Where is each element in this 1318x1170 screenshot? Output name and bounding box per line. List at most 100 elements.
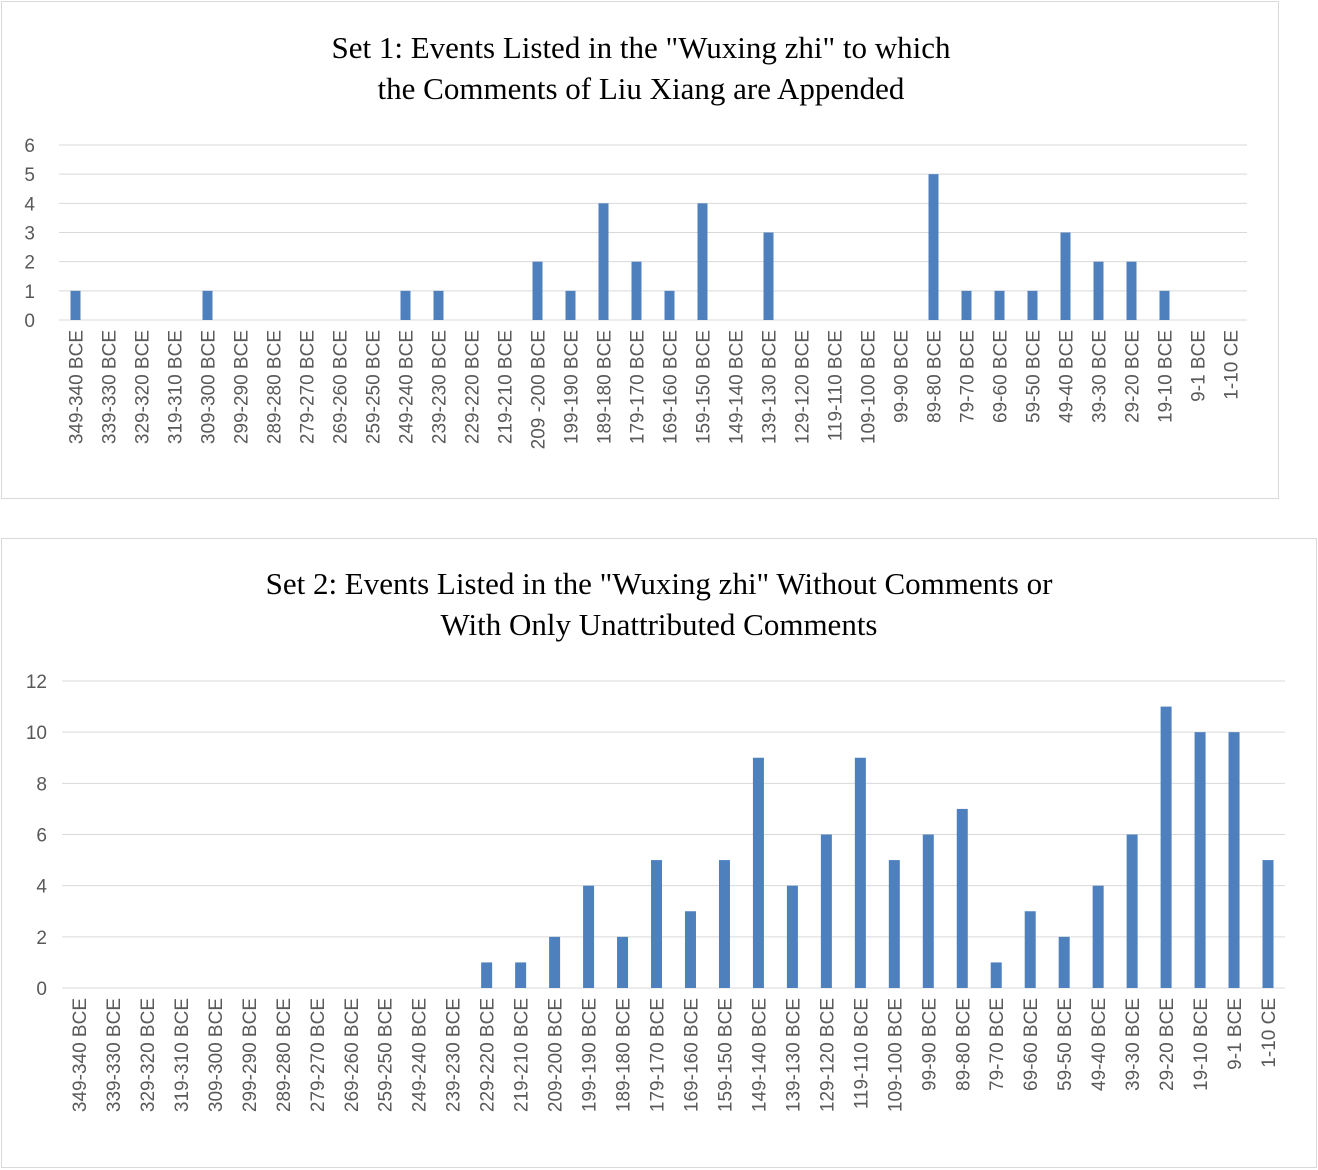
x-tick-label: 199-190 BCE bbox=[562, 330, 583, 444]
y-tick-label: 1 bbox=[24, 282, 35, 303]
bar bbox=[820, 834, 832, 988]
x-tick-label: 119-110 BCE bbox=[826, 330, 847, 441]
chart-set-2: Set 2: Events Listed in the "Wuxing zhi"… bbox=[1, 538, 1317, 1168]
x-tick-label: 289-280 BCE bbox=[265, 330, 286, 444]
bar bbox=[684, 911, 696, 988]
x-tick-label: 219-210 BCE bbox=[496, 330, 517, 444]
chart-title-line: Set 1: Events Listed in the "Wuxing zhi"… bbox=[331, 30, 951, 65]
y-tick-label: 2 bbox=[36, 928, 47, 949]
x-tick-label: 239-230 BCE bbox=[444, 998, 465, 1112]
x-tick-label: 269-260 BCE bbox=[342, 998, 363, 1112]
x-tick-label: 199-190 BCE bbox=[580, 998, 601, 1112]
x-tick-label: 99-90 BCE bbox=[919, 998, 940, 1091]
x-tick-label: 159-150 BCE bbox=[694, 330, 715, 444]
bar bbox=[1024, 911, 1036, 988]
x-tick-label: 209-200 BCE bbox=[546, 998, 567, 1112]
x-tick-label: 349-340 BCE bbox=[70, 998, 91, 1112]
x-tick-label: 109-100 BCE bbox=[859, 330, 880, 444]
bar bbox=[433, 290, 444, 320]
x-tick-label: 129-120 BCE bbox=[817, 998, 838, 1112]
y-tick-label: 0 bbox=[36, 979, 47, 1000]
x-tick-label: 49-40 BCE bbox=[1057, 330, 1078, 423]
x-tick-label: 99-90 BCE bbox=[892, 330, 913, 423]
x-tick-label: 139-130 BCE bbox=[760, 330, 781, 444]
x-tick-label: 329-320 BCE bbox=[133, 330, 154, 444]
x-tick-label: 249-240 BCE bbox=[397, 330, 418, 444]
bar bbox=[664, 290, 675, 320]
x-tick-label: 319-310 BCE bbox=[172, 998, 193, 1112]
bar bbox=[922, 834, 934, 988]
y-tick-label: 0 bbox=[24, 311, 35, 332]
bar bbox=[515, 962, 527, 988]
x-tick-label: 229-220 BCE bbox=[478, 998, 499, 1112]
x-tick-label: 309-300 BCE bbox=[199, 330, 220, 444]
bar bbox=[583, 885, 595, 988]
bar bbox=[752, 757, 764, 988]
x-tick-label: 149-140 BCE bbox=[727, 330, 748, 444]
bar bbox=[697, 203, 708, 320]
y-tick-label: 10 bbox=[26, 723, 47, 744]
x-tick-label: 39-30 BCE bbox=[1123, 998, 1144, 1091]
bar bbox=[549, 936, 561, 988]
x-tick-label: 69-60 BCE bbox=[1021, 998, 1042, 1091]
x-tick-label: 59-50 BCE bbox=[1024, 330, 1045, 423]
x-tick-label: 249-240 BCE bbox=[410, 998, 431, 1112]
chart-title-line: the Comments of Liu Xiang are Appended bbox=[378, 71, 905, 106]
x-tick-label: 29-20 BCE bbox=[1123, 330, 1144, 423]
bar bbox=[990, 962, 1002, 988]
bar bbox=[1262, 860, 1274, 988]
x-tick-label: 79-70 BCE bbox=[987, 998, 1008, 1091]
bar bbox=[1058, 936, 1070, 988]
y-tick-label: 8 bbox=[36, 774, 47, 795]
x-tick-label: 229-220 BCE bbox=[463, 330, 484, 444]
x-tick-label: 189-180 BCE bbox=[595, 330, 616, 444]
x-tick-label: 279-270 BCE bbox=[298, 330, 319, 444]
y-tick-label: 2 bbox=[24, 253, 35, 274]
bar bbox=[1160, 706, 1172, 988]
x-tick-label: 139-130 BCE bbox=[783, 998, 804, 1112]
x-tick-label: 39-30 BCE bbox=[1090, 330, 1111, 423]
x-tick-label: 9-1 BCE bbox=[1225, 998, 1246, 1070]
bar bbox=[1092, 885, 1104, 988]
bar bbox=[718, 860, 730, 988]
x-tick-label: 19-10 BCE bbox=[1156, 330, 1177, 423]
x-tick-label: 89-80 BCE bbox=[953, 998, 974, 1091]
x-tick-label: 19-10 BCE bbox=[1191, 998, 1212, 1091]
x-tick-label: 9-1 BCE bbox=[1189, 330, 1210, 402]
x-tick-label: 219-210 BCE bbox=[512, 998, 533, 1112]
bar bbox=[961, 290, 972, 320]
bar bbox=[202, 290, 213, 320]
x-tick-label: 49-40 BCE bbox=[1089, 998, 1110, 1091]
x-tick-label: 179-170 BCE bbox=[628, 330, 649, 444]
x-tick-label: 269-260 BCE bbox=[331, 330, 352, 444]
x-tick-label: 169-160 BCE bbox=[661, 330, 682, 444]
bar bbox=[598, 203, 609, 320]
bar bbox=[1027, 290, 1038, 320]
bar bbox=[1159, 290, 1170, 320]
y-tick-label: 12 bbox=[26, 672, 47, 693]
bar bbox=[1228, 732, 1240, 988]
y-tick-label: 6 bbox=[24, 136, 35, 157]
x-tick-label: 339-330 BCE bbox=[104, 998, 125, 1112]
bar bbox=[888, 860, 900, 988]
x-tick-label: 79-70 BCE bbox=[958, 330, 979, 423]
bar bbox=[631, 261, 642, 320]
chart-set-1: Set 1: Events Listed in the "Wuxing zhi"… bbox=[1, 1, 1279, 499]
bar bbox=[1126, 261, 1137, 320]
x-tick-label: 319-310 BCE bbox=[166, 330, 187, 444]
chart-set-1-svg: Set 1: Events Listed in the "Wuxing zhi"… bbox=[24, 30, 1247, 449]
bar bbox=[565, 290, 576, 320]
chart-title-line: Set 2: Events Listed in the "Wuxing zhi"… bbox=[266, 566, 1054, 601]
x-tick-label: 89-80 BCE bbox=[925, 330, 946, 423]
x-tick-label: 259-250 BCE bbox=[364, 330, 385, 444]
bar bbox=[1060, 232, 1071, 320]
x-tick-label: 159-150 BCE bbox=[715, 998, 736, 1112]
bar bbox=[532, 261, 543, 320]
x-tick-label: 149-140 BCE bbox=[749, 998, 770, 1112]
bar bbox=[70, 290, 81, 320]
y-tick-label: 3 bbox=[24, 224, 35, 245]
x-tick-label: 1-10 CE bbox=[1259, 998, 1280, 1068]
bar bbox=[481, 962, 493, 988]
bar bbox=[400, 290, 411, 320]
chart-title-line: With Only Unattributed Comments bbox=[440, 607, 877, 642]
